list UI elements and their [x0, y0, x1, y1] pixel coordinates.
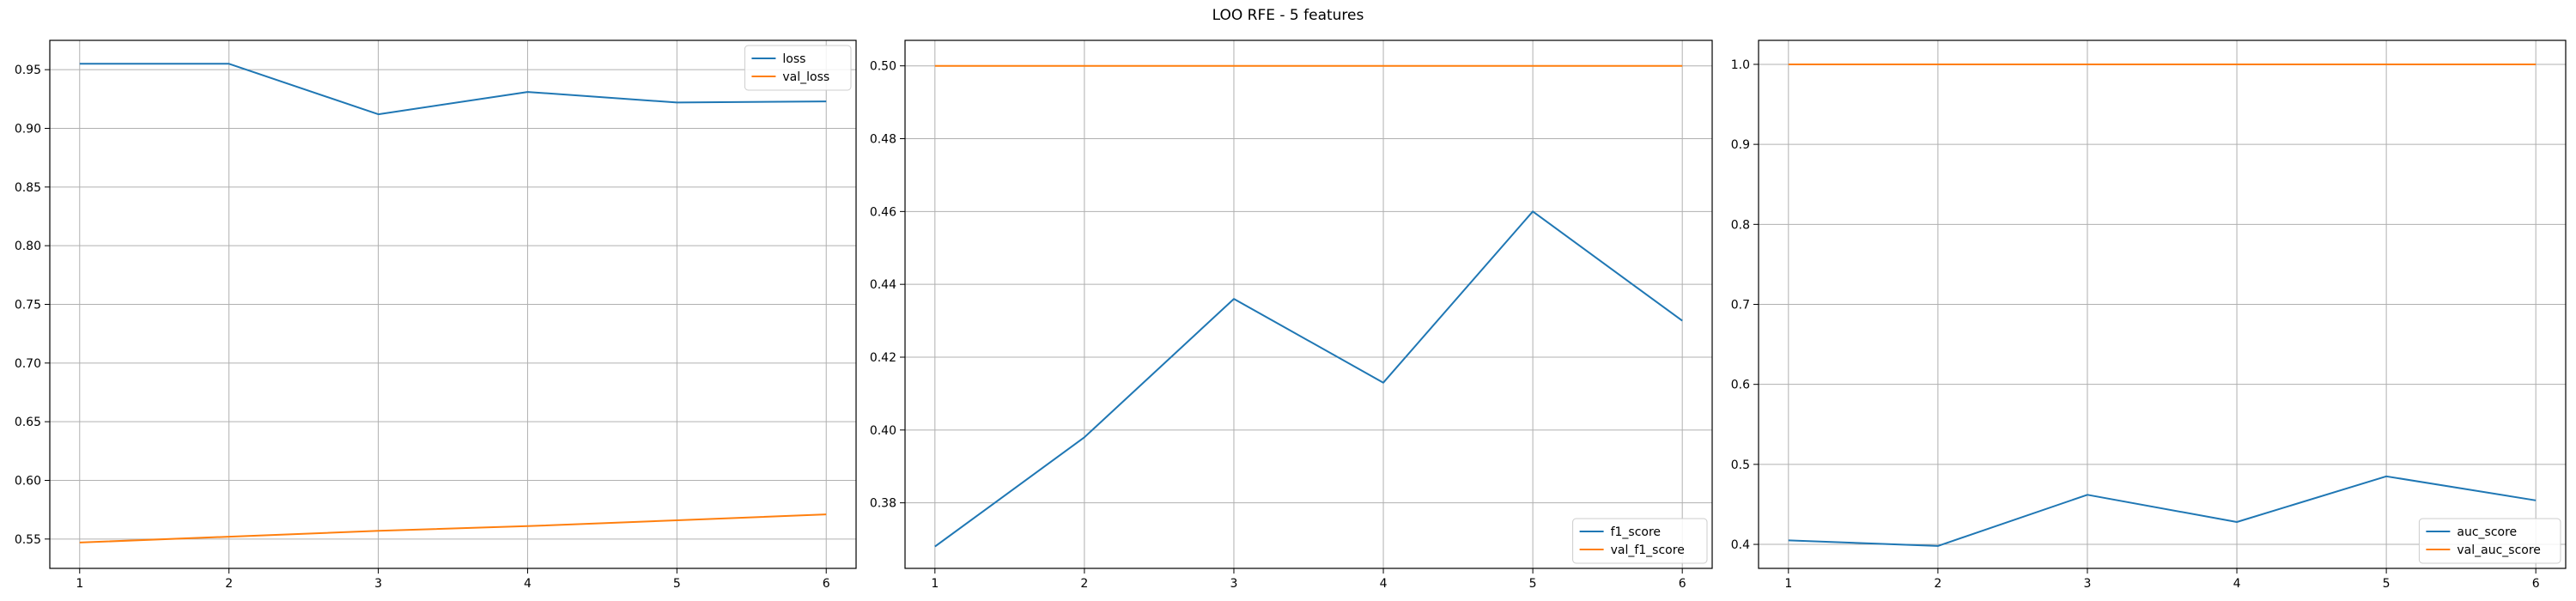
- x-tick-label: 5: [2383, 577, 2391, 591]
- series-line-f1_score: [934, 210, 1683, 548]
- y-tick-label: 0.46: [870, 205, 896, 219]
- y-tick-label: 0.48: [870, 133, 896, 147]
- legend-label-loss: loss: [782, 52, 805, 66]
- y-tick-label: 0.5: [1731, 458, 1750, 472]
- x-tick-label: 4: [524, 577, 532, 591]
- x-tick-label: 2: [1080, 577, 1088, 591]
- y-tick-label: 0.7: [1731, 299, 1750, 313]
- y-tick-label: 0.6: [1731, 379, 1750, 392]
- x-tick-label: 3: [1230, 577, 1238, 591]
- legend: loss val_loss: [744, 45, 852, 91]
- y-tick-label: 0.40: [870, 424, 896, 438]
- y-tick-label: 0.42: [870, 351, 896, 365]
- legend-label-auc_score: auc_score: [2457, 525, 2517, 539]
- x-tick-label: 4: [1380, 577, 1388, 591]
- x-tick-label: 1: [1784, 577, 1792, 591]
- y-tick-label: 1.0: [1731, 58, 1750, 72]
- chart-panel-2: 1 2 3 4 5 6 0.38 0.40 0.42 0.44 0.46 0.48 0.50 f1_sco…: [870, 39, 1713, 591]
- y-tick-label: 0.9: [1731, 138, 1750, 152]
- x-tick-label: 1: [76, 577, 83, 591]
- chart-panel-3: 1 2 3 4 5 6 0.4 0.5 0.6 0.7 0.8 0.9 1.0 auc_score val_…: [1731, 39, 2567, 591]
- y-tick-label: 0.60: [15, 475, 41, 489]
- y-tick-label: 0.70: [15, 357, 41, 371]
- legend: f1_score val_f1_score: [1572, 518, 1708, 564]
- y-tick-label: 0.55: [15, 533, 41, 547]
- y-tick-label: 0.95: [15, 64, 41, 77]
- series-line-val_loss: [79, 513, 827, 543]
- y-tick-label: 0.90: [15, 123, 41, 137]
- x-tick-label: 5: [673, 577, 681, 591]
- y-tick-label: 0.44: [870, 278, 896, 292]
- legend-box: [744, 45, 852, 91]
- chart-panel-1: 1 2 3 4 5 6 0.55 0.60 0.65 0.70 0.75 0.80 0.85 0.90 0.…: [15, 39, 857, 591]
- axes-frame: [904, 39, 1713, 569]
- y-tick-label: 0.80: [15, 240, 41, 253]
- figure-title: LOO RFE - 5 features: [1212, 7, 1364, 24]
- y-tick-label: 0.38: [870, 497, 896, 511]
- y-tick-label: 0.8: [1731, 218, 1750, 232]
- y-tick-label: 0.50: [870, 60, 896, 74]
- x-tick-label: 6: [2532, 577, 2540, 591]
- legend-label-val_loss: val_loss: [782, 70, 829, 84]
- x-tick-label: 1: [931, 577, 939, 591]
- legend-box: [1572, 518, 1708, 564]
- y-tick-label: 0.85: [15, 181, 41, 195]
- x-tick-label: 6: [1679, 577, 1686, 591]
- series-line-auc_score: [1788, 475, 2537, 547]
- legend-label-val_auc_score: val_auc_score: [2457, 543, 2541, 557]
- y-tick-label: 0.75: [15, 299, 41, 313]
- x-tick-label: 3: [374, 577, 382, 591]
- legend-box: [2418, 518, 2561, 564]
- legend: auc_score val_auc_score: [2418, 518, 2561, 564]
- x-tick-label: 6: [823, 577, 830, 591]
- y-tick-label: 0.4: [1731, 538, 1750, 552]
- x-tick-label: 2: [225, 577, 233, 591]
- x-tick-label: 2: [1934, 577, 1941, 591]
- x-tick-label: 5: [1529, 577, 1537, 591]
- y-tick-label: 0.65: [15, 416, 41, 429]
- x-tick-label: 3: [2084, 577, 2092, 591]
- legend-label-f1_score: f1_score: [1611, 525, 1661, 539]
- x-tick-label: 4: [2233, 577, 2241, 591]
- legend-label-val_f1_score: val_f1_score: [1611, 543, 1685, 557]
- series-line-loss: [79, 63, 827, 116]
